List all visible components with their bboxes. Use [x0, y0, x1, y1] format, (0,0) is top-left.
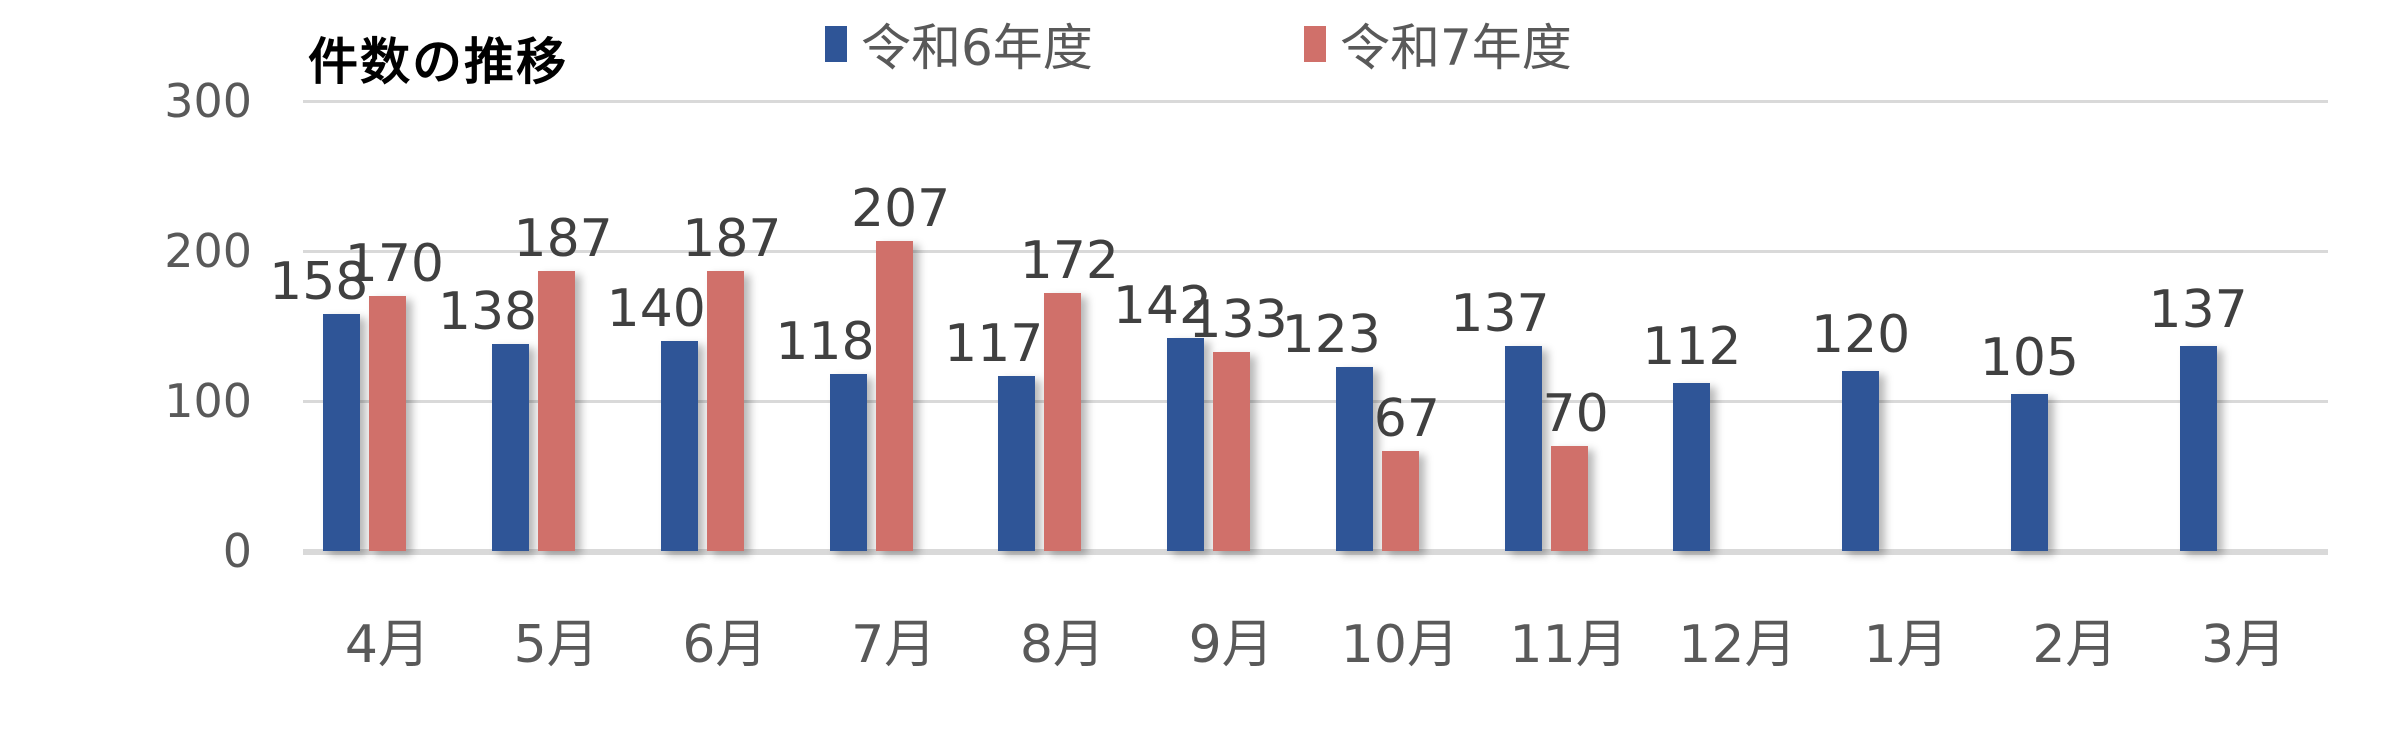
data-label: 170 [344, 234, 444, 294]
data-label: 142 [1112, 276, 1213, 336]
data-label: 140 [606, 279, 706, 339]
data-label: 112 [1642, 317, 1742, 377]
bar-r6 [1842, 371, 1880, 551]
data-label: 137 [1450, 283, 1550, 344]
x-tick-label: 4月 [344, 615, 430, 675]
x-tick-label: 8月 [1019, 615, 1105, 675]
x-tick-label: 9月 [1188, 615, 1274, 675]
bar-r6 [2179, 345, 2217, 551]
data-label: 172 [1019, 231, 1119, 291]
bar-r7 [538, 270, 576, 551]
data-label: 137 [2148, 279, 2248, 340]
x-tick-label: 7月 [851, 615, 937, 675]
data-label: 117 [944, 313, 1044, 374]
x-tick-label: 10月 [1340, 615, 1459, 675]
bar-r7 [1550, 446, 1588, 551]
gridline-300 [303, 100, 2328, 103]
data-label: 158 [269, 252, 369, 312]
bar-r7 [1044, 293, 1082, 551]
legend-item-r7: 令和7年度 [1304, 14, 1572, 77]
data-label: 207 [850, 178, 951, 239]
bar-r6 [998, 375, 1036, 551]
legend-label-r6: 令和6年度 [861, 19, 1093, 77]
legend-item-r6: 令和6年度 [825, 14, 1093, 77]
legend-swatch-r6 [825, 26, 847, 62]
data-label: 118 [775, 312, 875, 372]
y-tick-label: 300 [164, 74, 252, 128]
x-tick-label: 3月 [2201, 615, 2287, 675]
y-tick-label: 200 [164, 224, 252, 278]
x-tick-label: 11月 [1509, 615, 1628, 675]
x-tick-label: 1月 [1863, 615, 1949, 675]
data-label: 187 [513, 208, 613, 269]
bar-r7 [875, 240, 913, 551]
bar-r6 [1673, 383, 1711, 551]
bar-r6 [323, 314, 361, 551]
data-label: 138 [437, 282, 538, 342]
bar-r6 [1167, 338, 1205, 551]
x-tick-label: 12月 [1678, 615, 1797, 675]
data-label: 133 [1188, 289, 1288, 350]
legend-swatch-r7 [1304, 26, 1326, 62]
y-tick-label: 0 [222, 524, 252, 578]
chart-title: 件数の推移 [308, 33, 568, 91]
bar-r7 [706, 270, 744, 551]
data-label: 123 [1281, 304, 1381, 365]
bar-r6 [2010, 393, 2048, 551]
data-label: 70 [1542, 384, 1609, 444]
gridline-100 [303, 400, 2328, 403]
y-tick-label: 100 [164, 374, 252, 428]
x-tick-label: 6月 [682, 615, 768, 675]
bar-r6 [829, 374, 867, 551]
bar-r6 [492, 344, 530, 551]
x-axis-line [303, 549, 2328, 555]
x-tick-label: 5月 [513, 615, 599, 675]
legend-label-r7: 令和7年度 [1340, 19, 1572, 77]
bar-r7 [369, 296, 407, 551]
x-tick-label: 2月 [2032, 615, 2118, 675]
bar-r7 [1213, 351, 1251, 551]
bar-r7 [1381, 450, 1419, 551]
data-label: 120 [1810, 305, 1911, 365]
data-label: 105 [1979, 327, 2079, 388]
data-label: 67 [1373, 388, 1440, 449]
gridline-200 [303, 250, 2328, 253]
bar-r6 [1335, 366, 1373, 551]
bar-r6 [1504, 345, 1542, 551]
data-label: 187 [682, 208, 782, 269]
bar-r6 [660, 341, 698, 551]
